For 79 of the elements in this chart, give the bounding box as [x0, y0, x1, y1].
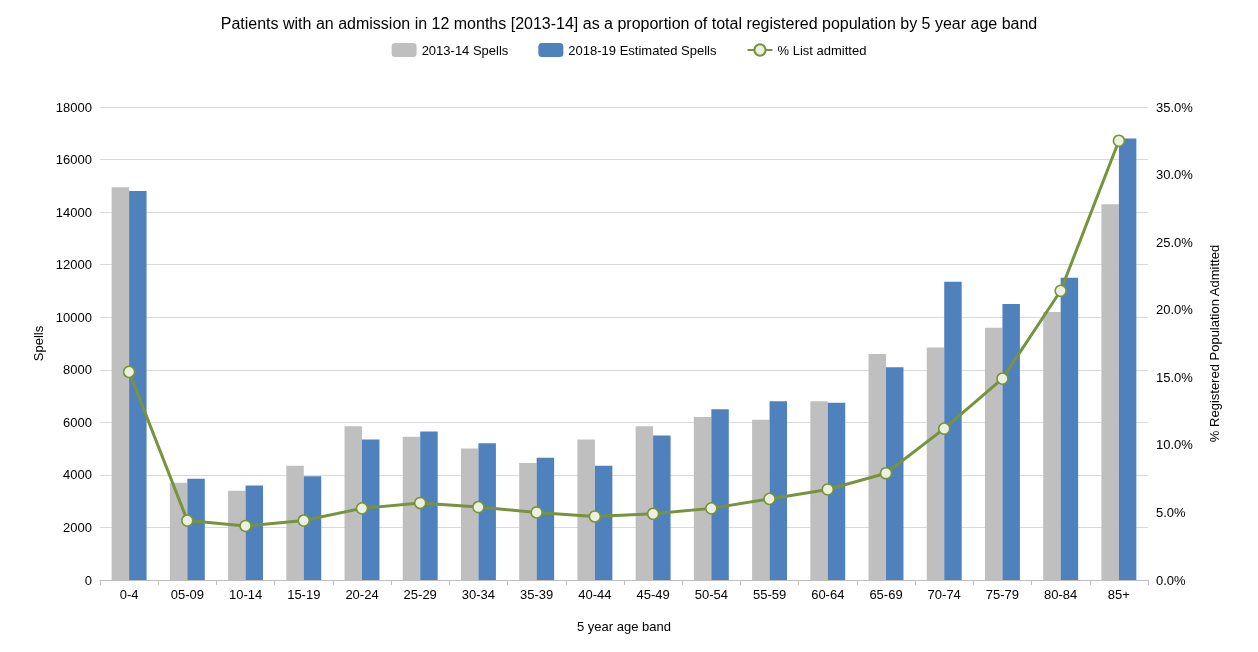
legend-label: 2018-19 Estimated Spells	[568, 42, 717, 58]
point	[1112, 134, 1126, 148]
x-tick-label: 45-49	[636, 587, 670, 602]
x-tick-label: 25-29	[403, 587, 437, 602]
x-tick-label: 20-24	[345, 587, 379, 602]
legend-label: 2013-14 Spells	[421, 42, 509, 58]
point	[1054, 284, 1067, 298]
x-tick-label: 05-09	[170, 587, 204, 602]
bar	[1060, 277, 1079, 580]
x-tick-label: 85+	[1107, 587, 1130, 602]
x-tick-label: 0-4	[119, 587, 139, 602]
x-tick-label: 60-64	[811, 587, 845, 602]
y2-tick-label: 10.0%	[1156, 437, 1194, 453]
bar	[478, 443, 496, 580]
y2-tick-label: 35.0%	[1156, 99, 1194, 115]
point	[705, 502, 718, 515]
bar	[129, 191, 147, 580]
x-tick-label: 50-54	[694, 587, 728, 602]
y-tick-label: 18000	[55, 99, 92, 115]
bar	[711, 409, 729, 580]
legend-label: % List admitted	[777, 42, 867, 58]
bar	[536, 457, 555, 580]
x-tick-label: 70-74	[927, 587, 961, 602]
point	[355, 502, 369, 515]
point	[122, 365, 136, 379]
x-tick-label: 65-69	[869, 587, 903, 602]
x-tick-label: 10-14	[228, 587, 263, 602]
y2-tick-label: 20.0%	[1156, 302, 1194, 318]
bar	[245, 485, 264, 580]
bar	[303, 476, 322, 580]
point	[937, 422, 951, 435]
point	[646, 507, 660, 521]
y2-tick-label: 0.0%	[1156, 572, 1187, 588]
point	[472, 500, 485, 514]
bar	[187, 478, 205, 580]
bar	[1118, 138, 1137, 580]
y-tick-label: 2000	[63, 519, 92, 535]
point	[763, 492, 776, 506]
y2-tick-label: 25.0%	[1156, 234, 1194, 250]
bar	[769, 401, 788, 580]
chart-title: Patients with an admission in 12 months [2013-14] as a proportion of total registered population by 5 year age band	[220, 14, 1038, 32]
y-tick-label: 8000	[63, 362, 92, 378]
y2-axis-title: % Registered Population Admitted	[1207, 244, 1222, 443]
y-axis-title: Spells	[30, 325, 46, 362]
x-axis-title: 5 year age band	[577, 619, 671, 634]
y2-tick-label: 30.0%	[1156, 167, 1194, 183]
y-tick-label: 12000	[55, 257, 92, 273]
y2-tick-label: 15.0%	[1156, 369, 1194, 385]
y2-tick-label: 5.0%	[1156, 504, 1187, 520]
x-tick-label: 40-44	[578, 587, 612, 602]
bar	[1002, 304, 1020, 580]
x-tick-label: 30-34	[461, 587, 496, 602]
x-tick-label: 55-59	[752, 587, 787, 602]
y-tick-label: 0	[84, 572, 92, 588]
point	[821, 483, 835, 496]
bar	[944, 281, 962, 580]
y-tick-label: 16000	[55, 152, 92, 168]
point	[530, 506, 543, 519]
bar	[362, 439, 380, 580]
x-tick-label: 75-79	[985, 587, 1020, 602]
point	[588, 510, 602, 523]
y-tick-label: 14000	[55, 204, 92, 220]
point	[181, 514, 194, 527]
x-tick-label: 35-39	[520, 587, 554, 602]
bar	[653, 435, 671, 580]
point	[239, 519, 252, 533]
point	[297, 514, 311, 527]
bar	[420, 431, 438, 580]
bar	[827, 402, 846, 580]
y-tick-label: 6000	[63, 414, 92, 430]
x-tick-label: 15-19	[287, 587, 321, 602]
bar	[886, 367, 904, 580]
y-tick-label: 4000	[63, 467, 92, 483]
point	[413, 496, 427, 510]
point	[879, 466, 893, 480]
y-tick-label: 10000	[55, 309, 92, 325]
x-tick-label: 80-84	[1044, 587, 1078, 602]
bar	[594, 465, 613, 580]
point	[996, 372, 1009, 385]
